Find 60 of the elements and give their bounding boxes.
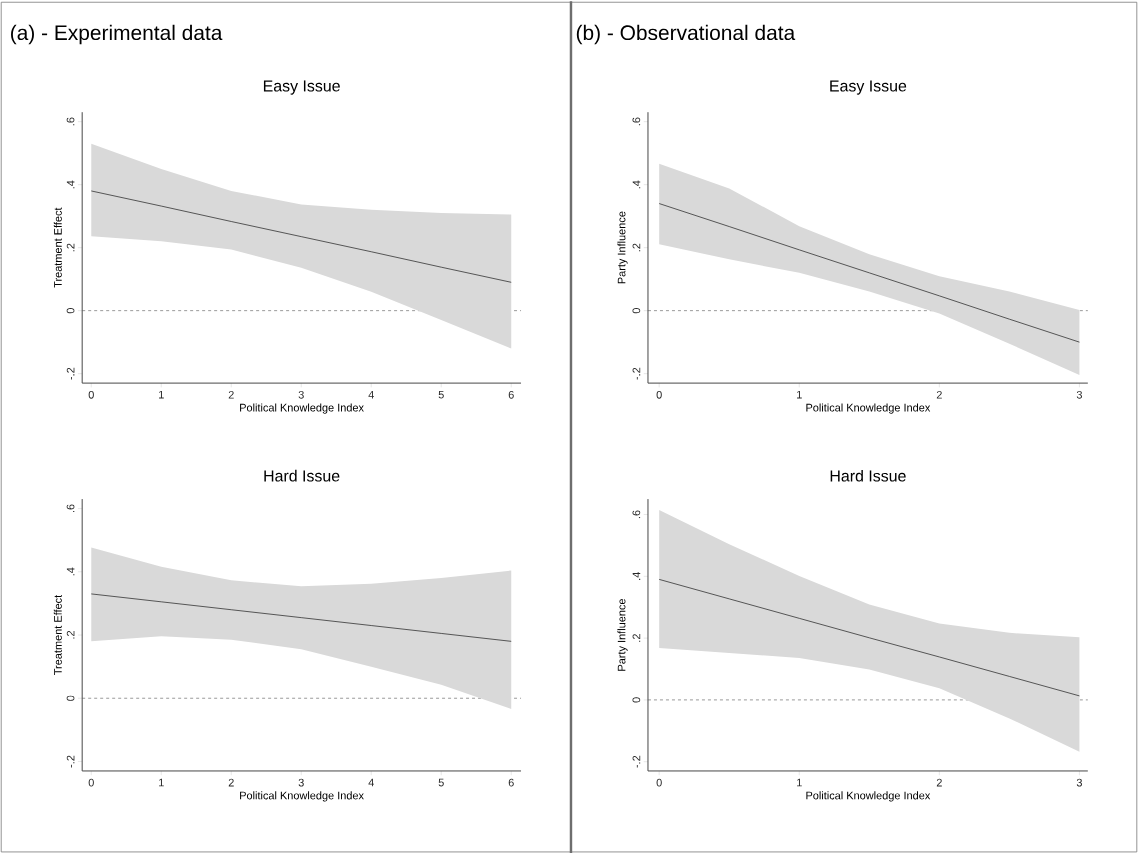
y-tick-label: .6 [66,504,75,513]
x-axis-title: Political Knowledge Index [240,403,364,414]
chart-title: Easy Issue [830,80,907,95]
x-tick-label: 1 [159,778,164,787]
y-axis-title: Treatment Effect [53,207,62,288]
x-tick-label: 1 [159,390,164,399]
x-tick-label: 3 [298,390,304,399]
y-tick-label: 0 [632,307,641,314]
y-tick-label: .4 [632,571,641,580]
text: (a) - Experimental data [11,24,223,45]
y-tick-label: .2 [66,630,75,639]
y-tick-label: 0 [66,307,75,314]
x-tick-label: 2 [228,390,234,399]
x-tick-label: 4 [368,778,374,787]
y-tick-label: 0 [66,695,75,701]
x-tick-label: 3 [298,778,304,787]
y-tick-label: .6 [632,117,641,126]
x-tick-label: 5 [438,390,444,399]
x-tick-label: 3 [1076,390,1082,399]
y-tick-label: .2 [66,243,75,252]
chart-title: Hard Issue [830,469,906,482]
x-tick-label: 3 [1076,778,1082,787]
line-series [90,190,512,283]
y-tick-label: -.2 [66,367,75,380]
x-tick-label: 0 [656,390,662,399]
x-tick-label: 4 [368,390,374,399]
y-tick-label: -.2 [66,755,75,768]
x-axis-title: Political Knowledge Index [806,791,931,802]
x-tick-label: 2 [936,778,942,787]
y-tick-label: -.2 [632,367,641,380]
chart-title: Hard Issue [264,469,340,482]
x-tick-label: 5 [438,778,444,787]
y-tick-label: .4 [632,180,641,189]
line-series [658,578,1080,697]
y-tick-label: .6 [632,510,641,518]
chart-title: Easy Issue [263,80,340,95]
y-tick-label: .4 [66,180,75,189]
y-tick-label: 0 [632,697,641,703]
y-axis-title: Treatment Effect [53,594,62,675]
x-tick-label: 2 [936,390,942,399]
line-series [658,203,1080,343]
y-tick-label: .6 [66,117,75,126]
x-tick-label: 6 [508,390,514,399]
y-tick-label: .4 [66,567,75,576]
y-tick-label: .2 [632,633,641,642]
x-axis-title: Political Knowledge Index [806,403,931,414]
y-tick-label: -.2 [632,755,641,768]
y-tick-label: .2 [632,243,641,252]
x-axis-title: Political Knowledge Index [240,791,364,802]
y-axis-title: Party Influence [617,211,628,284]
y-axis-title: Party Influence [617,598,628,671]
x-tick-label: 0 [88,390,94,399]
x-tick-label: 0 [88,778,94,787]
x-tick-label: 0 [656,778,662,787]
x-tick-label: 6 [508,778,514,787]
x-tick-label: 2 [228,778,234,787]
line-series [90,593,512,642]
x-tick-label: 1 [797,778,802,787]
x-tick-label: 1 [797,390,802,399]
text: (b) - Observational data [576,24,796,45]
